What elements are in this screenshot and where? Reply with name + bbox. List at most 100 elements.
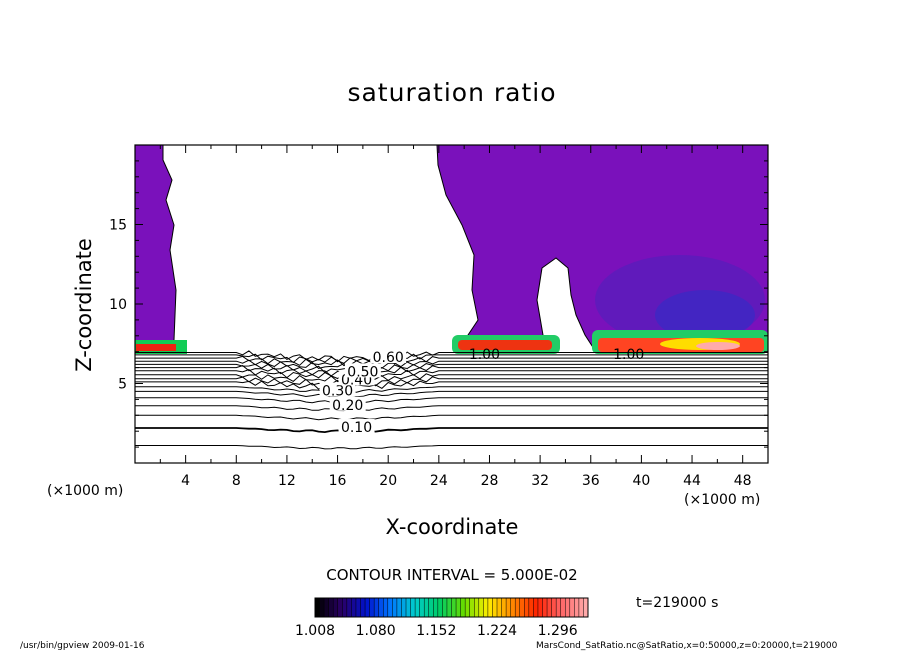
colorbar-segment <box>410 598 416 617</box>
contour-label: 1.00 <box>613 347 644 363</box>
x-tick-label: 8 <box>232 473 241 489</box>
contour-line <box>135 365 768 377</box>
x-tick-label: 40 <box>632 473 650 489</box>
contour-line <box>135 405 768 412</box>
contour-interval-label: CONTOUR INTERVAL = 5.000E-02 <box>326 566 578 584</box>
colorbar-segment <box>328 598 334 617</box>
contour-line <box>135 363 768 374</box>
contour-line <box>135 353 768 364</box>
colorbar-segment <box>560 598 566 617</box>
contour-label-bg <box>338 419 375 434</box>
contour-label: 0.60 <box>373 350 404 366</box>
colorbar-segment <box>474 598 480 617</box>
contour-label-layer: 0.100.200.300.400.500.60 1.00 1.00 <box>319 347 644 436</box>
contour-line <box>135 380 768 391</box>
colorbar-segment <box>333 598 339 617</box>
colorbar-labels: 1.008 1.080 1.152 1.224 1.296 <box>295 623 578 639</box>
time-label: t=219000 s <box>636 595 719 611</box>
colorbar-segment <box>428 598 434 617</box>
y-tick-label: 15 <box>109 218 127 234</box>
colorbar-segment <box>446 598 452 617</box>
colorbar-segment <box>319 598 325 617</box>
contour-line <box>135 355 768 367</box>
y-tick-label: 5 <box>118 377 127 393</box>
x-axis-unit-right: (×1000 m) <box>684 492 761 508</box>
colorbar-tick-label: 1.080 <box>356 623 396 639</box>
contour-line <box>135 359 768 371</box>
contour-line <box>135 386 768 393</box>
footer-command: /usr/bin/gpview 2009-01-16 <box>20 641 145 651</box>
colorbar-segment <box>346 598 352 617</box>
colorbar-segment <box>415 598 421 617</box>
colorbar-segment <box>406 598 412 617</box>
heatmap-area <box>135 145 768 450</box>
contour-label: 0.50 <box>347 364 378 380</box>
colorbar-segment <box>551 598 557 617</box>
x-tick-label: 36 <box>582 473 600 489</box>
x-tick-label: 32 <box>531 473 549 489</box>
colorbar-tick-label: 1.008 <box>295 623 335 639</box>
contour-line <box>135 376 768 388</box>
colorbar-segment <box>519 598 525 617</box>
colorbar-segment <box>565 598 571 617</box>
chart-title: saturation ratio <box>347 78 557 107</box>
x-axis-label: X-coordinate <box>385 515 519 539</box>
colorbar-segment <box>451 598 457 617</box>
colorbar-segment <box>424 598 430 617</box>
colorbar-tick-label: 1.296 <box>538 623 578 639</box>
x-tick-label: 44 <box>683 473 701 489</box>
contour-label: 1.00 <box>469 347 500 363</box>
band-middle-hot <box>458 340 552 350</box>
colorbar-segment <box>374 598 380 617</box>
contour-label-bg <box>370 349 407 364</box>
axis-ticks <box>135 145 768 463</box>
contour-label: 0.10 <box>341 420 372 436</box>
colorbar-segment <box>524 598 530 617</box>
x-tick-label: 16 <box>329 473 347 489</box>
colorbar-segment <box>351 598 357 617</box>
x-tick-label: 48 <box>734 473 752 489</box>
contour-label: 0.20 <box>332 398 363 414</box>
colorbar-segment <box>456 598 462 617</box>
colorbar-segment <box>460 598 466 617</box>
colorbar-segment <box>315 598 321 617</box>
colorbar-segment <box>556 598 562 617</box>
saturated-region-left <box>135 145 181 353</box>
y-tick-label: 10 <box>109 297 127 313</box>
contour-label: 0.30 <box>322 383 353 399</box>
contour-line <box>135 414 768 421</box>
colorbar-segment <box>324 598 330 617</box>
colorbar-tick-label: 1.152 <box>416 623 456 639</box>
colorbar-segment <box>392 598 398 617</box>
colorbar-segment <box>574 598 580 617</box>
colorbar-frame <box>314 597 589 618</box>
colorbar-segment <box>483 598 489 617</box>
colorbar-segment <box>396 598 402 617</box>
colorbar-segment <box>583 598 589 617</box>
x-tick-label: 4 <box>181 473 190 489</box>
footer-source: MarsCond_SatRatio.nc@SatRatio,x=0:50000,… <box>536 641 838 651</box>
colorbar-segment <box>510 598 516 617</box>
colorbar-segment <box>383 598 389 617</box>
colorbar-segment <box>442 598 448 617</box>
colorbar-segment <box>569 598 575 617</box>
band-right-pink <box>696 342 740 350</box>
contour-line <box>135 373 768 383</box>
colorbar-segment <box>501 598 507 617</box>
colorbar-segment <box>419 598 425 617</box>
colorbar-segment <box>533 598 539 617</box>
contour-label-bg <box>344 363 381 378</box>
contour-line <box>135 350 768 363</box>
colorbar-segment <box>578 598 584 617</box>
colorbar-segment <box>342 598 348 617</box>
colorbar-segment <box>437 598 443 617</box>
contour-line <box>135 390 768 398</box>
x-axis-unit-left: (×1000 m) <box>47 483 124 499</box>
colorbar-segment <box>465 598 471 617</box>
colorbar-segment <box>497 598 503 617</box>
colorbar-segment <box>515 598 521 617</box>
x-tick-label: 12 <box>278 473 296 489</box>
contour-lines <box>135 350 768 450</box>
contour-label-bg <box>329 396 366 411</box>
